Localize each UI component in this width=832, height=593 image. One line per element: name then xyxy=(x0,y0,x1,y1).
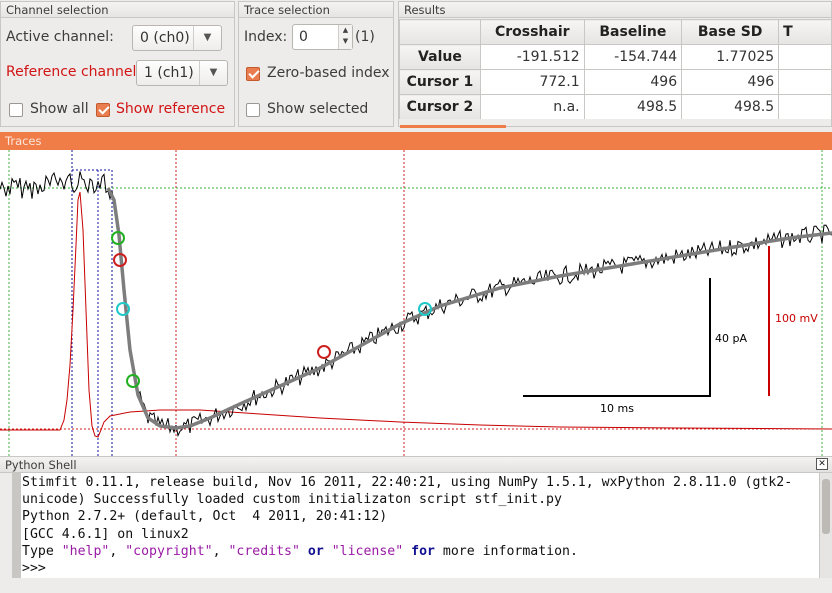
status-area xyxy=(0,578,832,593)
results-table: Crosshair Baseline Base SD T Value -191.… xyxy=(399,19,832,119)
table-cell[interactable]: 496 xyxy=(583,69,683,95)
shell-text-fragment: , xyxy=(109,543,126,559)
table-cell[interactable]: 498.5 xyxy=(681,94,780,119)
shell-text-fragment: more information. xyxy=(434,543,578,559)
shell-text-fragment: Type xyxy=(22,543,62,559)
shell-line: unicode) Successfully loaded custom init… xyxy=(22,492,562,508)
shell-string: "copyright" xyxy=(125,543,213,559)
shell-text-fragment: , xyxy=(212,543,229,559)
traces-title: Traces xyxy=(0,132,832,150)
results-grid-viewport: Crosshair Baseline Base SD T Value -191.… xyxy=(399,19,832,119)
channel-selection-title: Channel selection xyxy=(0,1,235,18)
show-reference-label: Show reference xyxy=(116,101,226,117)
table-cell[interactable] xyxy=(778,69,832,95)
reference-channel-combo[interactable]: 1 (ch1) ▼ xyxy=(136,60,228,86)
zero-based-index-checkbox[interactable] xyxy=(246,67,260,81)
show-reference-checkbox[interactable] xyxy=(96,103,110,117)
table-cell[interactable]: -154.744 xyxy=(583,44,683,70)
marker-circle xyxy=(111,231,125,245)
marker-circle xyxy=(126,374,140,388)
scalebar-ref-label: 100 mV xyxy=(775,312,818,325)
results-corner xyxy=(399,19,481,45)
marker-circle xyxy=(317,345,331,359)
row-header[interactable]: Cursor 2 xyxy=(399,94,481,119)
trace-count-label: (1) xyxy=(355,29,375,45)
shell-string: "license" xyxy=(331,543,404,559)
show-all-label: Show all xyxy=(30,101,89,117)
trace-index-value: 0 xyxy=(299,29,308,45)
marker-circle xyxy=(116,302,130,316)
shell-line: Python 2.7.2+ (default, Oct 4 2011, 20:4… xyxy=(22,509,388,525)
reference-channel-value: 1 (ch1) xyxy=(144,65,194,81)
row-header[interactable]: Value xyxy=(399,44,481,70)
reference-trace xyxy=(0,191,832,438)
reference-channel-label: Reference channel: xyxy=(6,64,142,80)
trace-selection-title: Trace selection xyxy=(238,1,394,18)
row-header[interactable]: Cursor 1 xyxy=(399,69,481,95)
scrollbar-thumb[interactable] xyxy=(822,479,830,534)
python-shell-output[interactable]: Stimfit 0.11.1, release build, Nov 16 20… xyxy=(21,473,819,578)
chevron-down-icon[interactable]: ▼ xyxy=(199,61,227,85)
active-channel-combo[interactable]: 0 (ch0) ▼ xyxy=(132,25,222,51)
results-tab-indicator xyxy=(400,125,506,128)
shell-gutter xyxy=(12,473,21,578)
shell-scrollbar[interactable] xyxy=(819,473,832,578)
show-selected-label: Show selected xyxy=(267,101,369,117)
column-header[interactable]: Base SD xyxy=(681,19,780,45)
shell-string: "help" xyxy=(61,543,110,559)
table-cell[interactable]: 496 xyxy=(681,69,780,95)
results-title: Results xyxy=(398,1,832,18)
marker-circle xyxy=(113,253,127,267)
show-selected-checkbox[interactable] xyxy=(246,103,260,117)
spin-arrows-icon[interactable]: ▲ ▼ xyxy=(338,25,352,49)
active-channel-value: 0 (ch0) xyxy=(140,30,190,46)
close-icon[interactable]: ✕ xyxy=(816,458,828,470)
marker-circle xyxy=(418,302,432,316)
trace-index-label: Index: xyxy=(244,29,288,45)
python-shell-title: Python Shell xyxy=(0,456,832,473)
table-cell[interactable] xyxy=(778,44,832,70)
trace-index-spinner[interactable]: 0 ▲ ▼ xyxy=(292,24,353,50)
table-cell[interactable] xyxy=(778,94,832,119)
column-header[interactable]: Crosshair xyxy=(479,19,585,45)
active-channel-label: Active channel: xyxy=(6,29,114,45)
shell-line: Stimfit 0.11.1, release build, Nov 16 20… xyxy=(22,475,793,490)
traces-canvas[interactable]: 40 pA 10 ms 100 mV xyxy=(0,150,832,456)
show-all-checkbox[interactable] xyxy=(9,103,23,117)
shell-line: [GCC 4.6.1] on linux2 xyxy=(22,526,189,542)
table-cell[interactable]: 1.77025 xyxy=(681,44,780,70)
scalebar-x-label: 10 ms xyxy=(600,402,634,415)
table-cell[interactable]: -191.512 xyxy=(479,44,585,70)
zero-based-index-label: Zero-based index xyxy=(267,65,390,81)
chevron-down-icon[interactable]: ▼ xyxy=(193,26,221,50)
shell-line: Type "help", "copyright", "credits" or "… xyxy=(22,544,578,559)
trace-selection-panel xyxy=(238,1,394,127)
table-cell[interactable]: 498.5 xyxy=(583,94,683,119)
table-cell[interactable]: n.a. xyxy=(479,94,585,119)
column-header[interactable]: Baseline xyxy=(583,19,683,45)
column-header[interactable]: T xyxy=(778,19,832,45)
fit-curve xyxy=(106,187,832,430)
shell-string: "credits" xyxy=(228,543,300,559)
shell-keyword: for xyxy=(411,543,435,559)
shell-keyword: or xyxy=(307,543,324,559)
shell-prompt[interactable]: >>> xyxy=(22,561,46,577)
scalebar-y-label: 40 pA xyxy=(715,332,747,345)
table-cell[interactable]: 772.1 xyxy=(479,69,585,95)
